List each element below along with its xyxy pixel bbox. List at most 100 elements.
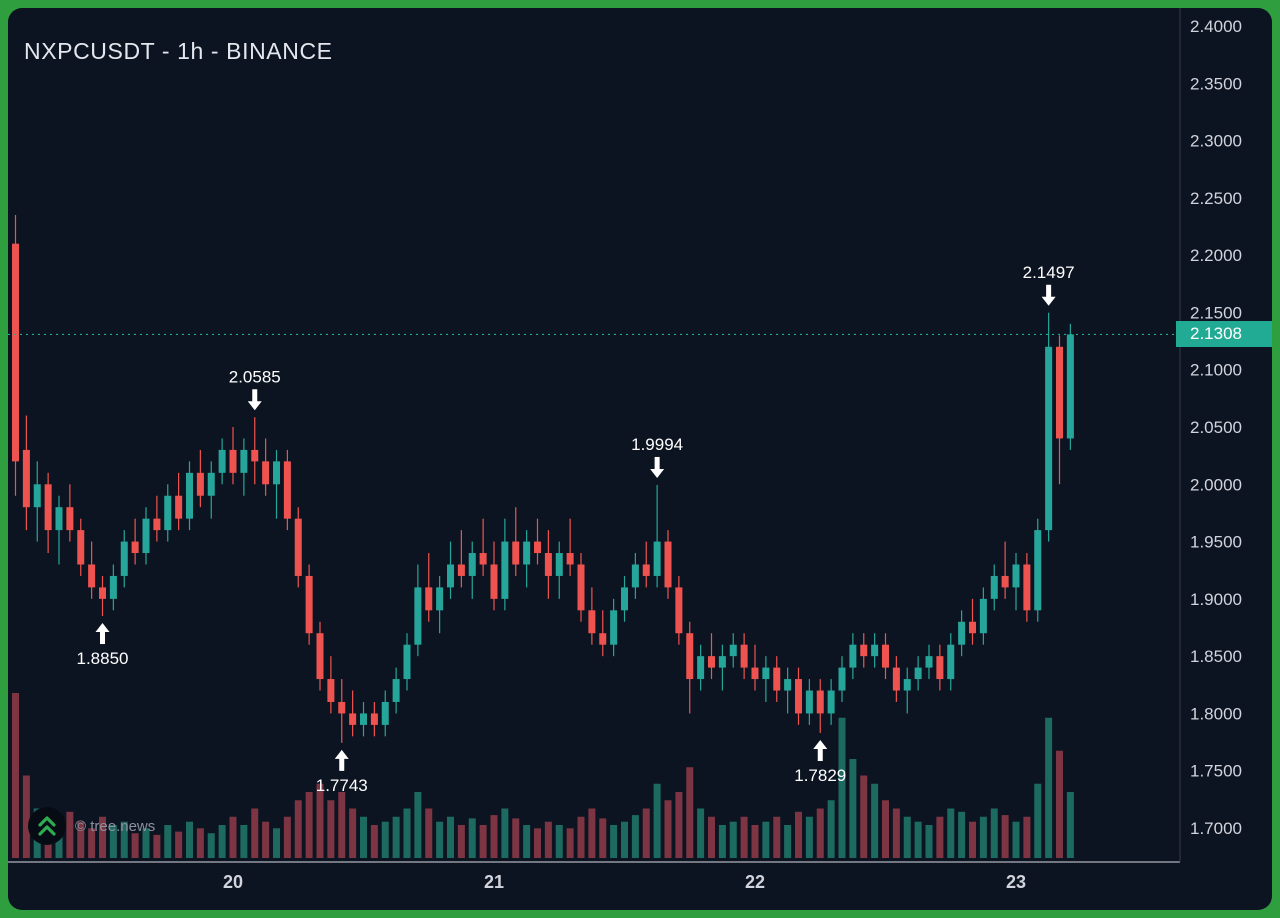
- time-axis-label: 21: [484, 872, 504, 892]
- up-arrow-icon: [334, 749, 349, 759]
- candle-body: [1012, 564, 1020, 588]
- volume-bar: [653, 783, 661, 858]
- candle-body: [327, 679, 335, 702]
- candle-body: [131, 541, 139, 554]
- candle-body: [153, 518, 161, 531]
- candle-body: [1034, 530, 1042, 611]
- watermark-text: © tree.news: [75, 817, 156, 835]
- volume-bar: [1034, 783, 1042, 858]
- volume-bar: [414, 792, 422, 858]
- volume-bar: [120, 821, 128, 858]
- volume-bar: [479, 825, 487, 858]
- volume-bar: [327, 800, 335, 858]
- annotation-label: 1.8850: [77, 649, 129, 668]
- price-axis[interactable]: [1180, 8, 1272, 862]
- candle-body: [729, 644, 737, 657]
- volume-bar: [621, 821, 628, 858]
- volume-bar: [762, 821, 770, 858]
- candle-body: [784, 679, 792, 691]
- volume-bar: [66, 811, 74, 858]
- candle-body: [860, 644, 868, 657]
- candle-body: [175, 495, 183, 519]
- candle-body: [305, 575, 313, 634]
- candle-body: [838, 667, 846, 691]
- volume-bar: [22, 775, 30, 858]
- volume-bar: [77, 821, 85, 858]
- candle-body: [425, 587, 433, 611]
- volume-bar: [1023, 816, 1031, 858]
- volume-bar: [773, 816, 781, 858]
- down-arrow-stem: [1046, 284, 1052, 298]
- volume-bar: [936, 816, 944, 858]
- volume-bar: [871, 783, 879, 858]
- candle-body: [751, 667, 759, 680]
- candle-body: [969, 621, 976, 634]
- candle-body: [273, 461, 280, 485]
- volume-bar: [240, 825, 248, 858]
- candle-body: [196, 472, 204, 496]
- candle-body: [914, 667, 922, 680]
- volume-bar: [436, 821, 444, 858]
- candle-body: [979, 598, 987, 634]
- candle-body: [686, 633, 694, 680]
- candle-body: [936, 656, 944, 680]
- up-arrow-icon: [813, 740, 828, 750]
- price-axis-label: 2.1500: [1190, 303, 1242, 322]
- candle-body: [490, 564, 498, 599]
- volume-bar: [370, 825, 378, 858]
- volume-bar: [88, 828, 96, 858]
- candle-body: [99, 587, 106, 599]
- volume-bar: [349, 808, 357, 858]
- volume-bar: [958, 811, 966, 858]
- volume-bar: [664, 800, 672, 858]
- volume-bar: [566, 828, 574, 858]
- volume-bar: [979, 816, 987, 858]
- volume-bar: [925, 825, 933, 858]
- candle-body: [251, 449, 259, 462]
- candle-body: [120, 541, 128, 576]
- up-arrow-stem: [339, 757, 345, 771]
- tree-news-logo: [28, 807, 66, 845]
- price-axis-label: 2.2000: [1190, 246, 1242, 265]
- volume-bar: [860, 775, 868, 858]
- candle-body: [403, 644, 411, 680]
- candle-body: [447, 564, 454, 588]
- volume-bar: [882, 800, 889, 858]
- candle-body: [990, 575, 998, 599]
- candle-body: [947, 644, 955, 680]
- candle-body: [1023, 564, 1031, 611]
- volume-bar: [360, 816, 367, 858]
- candle-body: [958, 621, 966, 645]
- volume-bar: [207, 833, 215, 858]
- volume-bar: [273, 828, 280, 858]
- candle-body: [66, 507, 74, 531]
- candle-body: [762, 667, 770, 680]
- volume-bar: [849, 759, 857, 858]
- volume-bar: [1066, 792, 1074, 858]
- volume-bar: [686, 767, 694, 858]
- volume-bar: [381, 821, 389, 858]
- volume-bar: [1056, 750, 1063, 858]
- candle-body: [283, 461, 291, 519]
- volume-bar: [544, 821, 552, 858]
- candle-body: [468, 553, 476, 576]
- volume-bar: [447, 816, 454, 858]
- time-axis-label: 20: [223, 872, 243, 892]
- price-axis-label: 1.8000: [1190, 704, 1242, 723]
- candle-body: [1066, 334, 1074, 439]
- candle-body: [805, 690, 813, 714]
- price-axis-label: 2.2500: [1190, 189, 1242, 208]
- price-chart-canvas[interactable]: 2.4000 2.3500 2.3000 2.2500 2.2000 2.1500 2.10…: [8, 8, 1272, 910]
- time-axis[interactable]: [8, 862, 1180, 910]
- volume-bar: [1001, 815, 1009, 858]
- candle-body: [338, 701, 346, 714]
- volume-bar: [784, 825, 792, 858]
- down-arrow-icon: [1041, 296, 1056, 306]
- double-chevron-up-icon: [38, 816, 56, 836]
- candle-body: [773, 667, 781, 691]
- chart-title: NXPCUSDT - 1h - BINANCE: [24, 38, 333, 64]
- price-axis-label: 2.1000: [1190, 361, 1242, 380]
- candle-body: [262, 461, 270, 485]
- candle-body: [827, 690, 835, 714]
- candle-body: [795, 679, 802, 714]
